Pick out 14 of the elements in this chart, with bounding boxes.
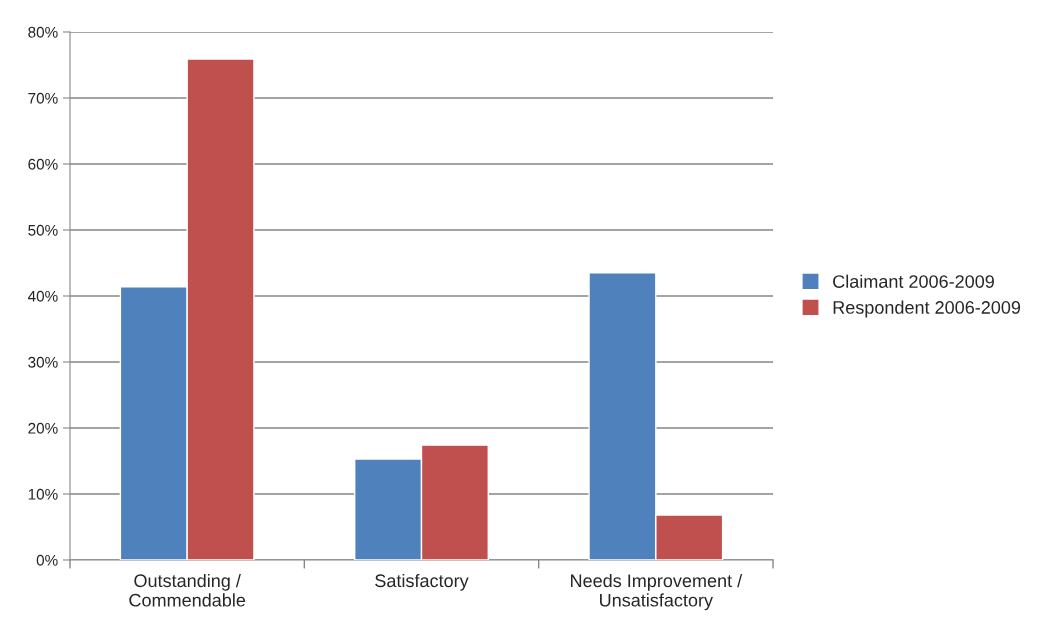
x-tick-label: Satisfactory bbox=[375, 573, 469, 591]
y-tick-label: 50% bbox=[28, 224, 58, 236]
x-tick-label: Needs Improvement / Unsatisfactory bbox=[571, 573, 743, 611]
x-tick-label: Outstanding / Commendable bbox=[129, 573, 246, 607]
y-tick-label: 60% bbox=[28, 158, 58, 170]
legend-label: Claimant 2006-2009 bbox=[833, 274, 994, 288]
y-tick-label: 20% bbox=[28, 422, 58, 434]
y-tick-label: 0% bbox=[36, 554, 58, 566]
y-tick-label: 70% bbox=[28, 92, 58, 104]
y-tick-label: 40% bbox=[27, 290, 58, 302]
y-tick-label: 80% bbox=[28, 26, 58, 38]
legend-label: Respondent 2006-2009 bbox=[833, 300, 1021, 318]
y-tick-label: 30% bbox=[28, 356, 58, 368]
y-tick-label: 10% bbox=[28, 488, 58, 500]
